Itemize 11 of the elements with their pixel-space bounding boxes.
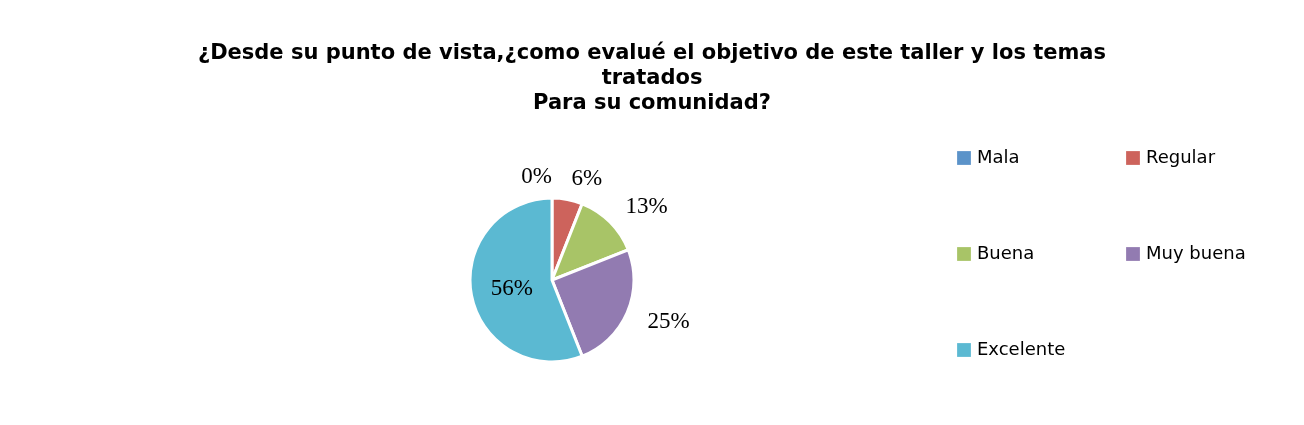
data-label: 6% bbox=[571, 164, 603, 190]
legend-label: Mala bbox=[977, 146, 1020, 167]
legend-label: Regular bbox=[1146, 146, 1216, 167]
chart-title: ¿Desde su punto de vista,¿como evalué el objetivo de este taller y los temas tratados Para su comunidad? bbox=[197, 40, 1107, 114]
legend-label: Excelente bbox=[977, 338, 1066, 359]
legend-label: Buena bbox=[977, 242, 1035, 263]
legend-label: Muy buena bbox=[1146, 242, 1246, 263]
data-label: 13% bbox=[625, 193, 668, 219]
text: 0% bbox=[521, 163, 552, 188]
data-label: 56% bbox=[490, 274, 533, 300]
data-label: 25% bbox=[647, 308, 690, 334]
